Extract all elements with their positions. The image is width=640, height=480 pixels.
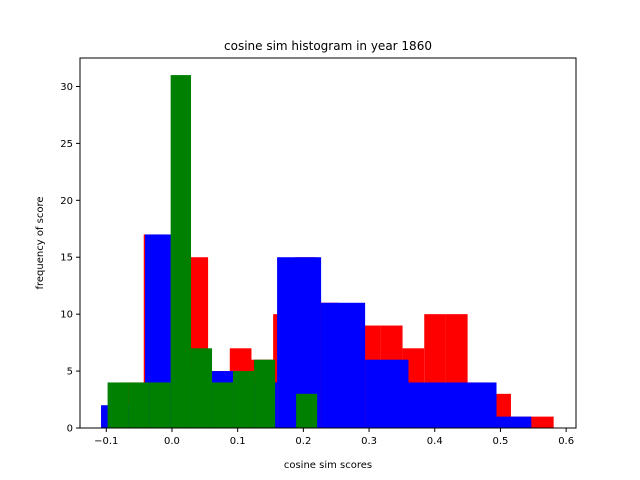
y-tick-label: 5 [67,367,73,378]
chart-title: cosine sim histogram in year 1860 [224,39,432,53]
y-tick-label: 0 [67,424,73,435]
histogram-bar-s2-b0 [107,382,129,428]
histogram-bar-s2-b7 [254,359,276,428]
histogram-bar-s0-b19 [531,416,554,428]
y-tick-label: 30 [60,82,73,93]
x-axis-ticks: −0.1 0.0 0.1 0.2 0.3 0.4 0.5 0.6 [94,428,574,447]
y-tick-label: 15 [60,253,73,264]
axes-frame [79,57,577,429]
histogram-bar-s2-b9 [296,393,318,428]
histogram-bar-s1-b9 [496,416,532,428]
y-tick-label: 10 [60,310,73,321]
x-tick-label: 0.4 [427,436,443,447]
x-tick-label: 0.2 [295,436,311,447]
y-tick-label: 25 [60,139,73,150]
y-axis-label: frequency of score [35,196,46,289]
histogram-bar-s2-b2 [149,382,171,428]
histogram-bar-s2-b5 [212,382,234,428]
x-tick-label: 0.0 [164,436,180,447]
histogram-bar-s2-b3 [170,75,192,429]
y-axis-ticks: 0 5 10 15 20 25 30 [60,82,80,435]
x-axis-label: cosine sim scores [284,460,372,471]
histogram-bar-s1-b5 [321,302,366,428]
x-tick-label: 0.5 [492,436,508,447]
x-tick-label: 0.3 [361,436,377,447]
histogram-bar-s2-b1 [128,382,150,428]
x-tick-label: −0.1 [94,436,118,447]
y-tick-label: 20 [60,196,73,207]
histogram-bar-s1-b6 [365,359,409,428]
bars-group [101,75,554,429]
histogram-bar-s2-b6 [233,371,255,428]
x-tick-label: 0.1 [230,436,246,447]
histogram-bar-s1-b7 [408,382,453,428]
histogram-bar-s1-b8 [452,382,497,428]
x-tick-label: 0.6 [558,436,574,447]
histogram-bar-s2-b4 [191,348,213,428]
